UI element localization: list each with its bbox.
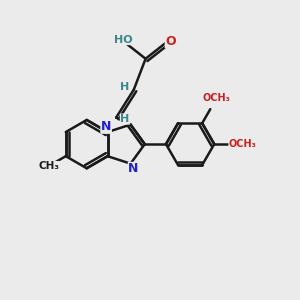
Text: H: H [120,114,130,124]
Text: H: H [120,82,130,92]
Text: OCH₃: OCH₃ [229,139,257,149]
Text: CH₃: CH₃ [38,161,59,172]
Text: HO: HO [114,34,133,45]
Text: O: O [165,34,176,48]
Text: OCH₃: OCH₃ [202,94,230,103]
Text: N: N [101,120,111,133]
Text: N: N [128,162,139,176]
